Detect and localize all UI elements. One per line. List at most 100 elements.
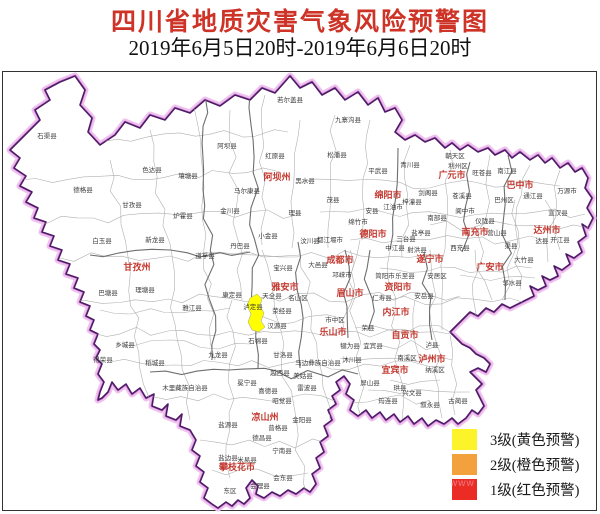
city-label: 雅安市 [270,281,298,292]
county-label: 理县 [289,209,303,217]
county-label: 宝兴县 [273,263,293,272]
county-label: 普格县 [268,423,288,432]
city-label: 遂宁市 [416,253,443,264]
county-label: 犍为县 [340,341,360,350]
county-label: 南溪区 [397,353,417,362]
county-label: 泸县 [426,340,440,349]
county-label: 名山区 [288,293,308,302]
county-label: 得荣县 [93,355,113,364]
warning-region-luding [246,293,266,333]
county-label: 盐源县 [218,420,238,429]
county-label: 石棉县 [248,336,268,345]
county-label: 会东县 [273,473,293,482]
county-label: 纳溪区 [425,365,445,374]
county-label: 大邑县 [308,260,328,269]
county-label: 渠县 [505,241,519,250]
map-legend: 3级(黄色预警) 2级(橙色预警) 1级(红色预警) [452,427,579,502]
county-label: 射洪县 [407,245,427,254]
county-label: 喜德县 [258,386,278,395]
county-label: 黑水县 [295,176,315,185]
county-label: 巴塘县 [98,288,118,297]
county-label: 筠连县 [378,396,398,405]
page-title: 四川省地质灾害气象风险预警图 [110,9,489,36]
county-label: 荣县 [362,323,376,332]
county-label: 开江县 [550,236,570,244]
county-label: 会理县 [250,481,270,490]
county-label: 九龙县 [208,350,228,359]
city-label: 自贡市 [391,329,418,340]
county-label: 松潘县 [327,150,347,159]
county-label: 道孚县 [195,251,215,260]
county-label: 万源市 [557,186,577,195]
county-label: 稻城县 [145,358,165,367]
legend-label-level1: 1级(红色预警) [490,483,580,499]
county-label: 古蔺县 [448,396,468,405]
county-label: 江油市 [383,202,403,211]
county-label: 绵竹市 [348,217,368,226]
county-label: 白玉县 [92,236,112,245]
city-label: 广安市 [476,261,503,272]
county-label: 通江县 [523,191,543,200]
county-label: 安岳县 [414,291,434,300]
legend-label-level2: 2级(橙色预警) [490,458,580,474]
county-label: 剑阁县 [418,188,438,197]
city-label: 达州市 [533,224,560,235]
county-label: 越西县 [270,368,290,377]
county-label: 荥经县 [272,306,292,315]
county-label: 冕宁县 [237,378,257,387]
county-label: 利州区 [448,161,468,170]
county-label: 红原县 [265,151,285,160]
city-label: 乐山市 [319,326,346,337]
county-label: 屏山县 [360,378,380,387]
county-label: 大竹县 [514,255,534,264]
county-label: 马边彝族自治县 [295,358,341,367]
county-label: 壤塘县 [178,171,198,180]
legend-swatch-red [452,479,477,500]
legend-label-level3: 3级(黄色预警) [490,433,580,449]
county-label: 宜宾县 [363,341,383,350]
county-label: 雷波县 [297,383,317,392]
county-label: 茂县 [327,195,341,204]
county-label: 雅江县 [182,304,202,312]
county-label: 米易县 [237,455,257,464]
city-label: 宜宾市 [381,364,408,375]
county-label: 石渠县 [37,131,57,140]
city-label: 资阳市 [384,281,411,292]
city-label: 广元市 [438,169,465,180]
county-label: 西充县 [450,243,470,252]
county-label: 巴州区 [494,196,514,204]
county-label: 宣汉县 [548,208,568,217]
county-label: 朝天区 [445,152,465,160]
county-label: 沐川县 [342,355,362,364]
county-label: 平武县 [368,166,388,175]
county-label: 市中区 [325,315,345,324]
county-label: 汉源县 [267,321,287,330]
province-border [9,75,594,509]
county-label: 青川县 [400,160,420,169]
county-label: 宁南县 [272,446,292,455]
county-label: 盐边县 [218,453,238,462]
county-label: 苍溪县 [452,191,472,200]
county-label: 色达县 [142,165,162,174]
county-label: 甘洛县 [273,350,293,359]
county-label: 安县 [366,206,380,215]
county-boundaries [17,91,591,499]
county-label: 简阳市 [375,271,395,280]
city-label: 甘孜州 [123,261,150,272]
city-label: 成都市 [326,254,353,265]
legend-row-level1: 1级(红色预警) [452,477,579,502]
city-label: 阿坝州 [263,171,290,182]
county-label: 兴文县 [402,388,422,397]
county-label: 南江县 [497,166,517,175]
county-label: 阆中市 [455,206,475,215]
county-label: 珙县 [394,384,408,392]
city-label: 眉山市 [336,287,363,298]
county-label: 仁寿县 [372,293,392,302]
county-label: 德昌县 [252,433,272,442]
county-label: 新龙县 [145,235,165,244]
city-label: 泸州市 [418,353,445,364]
county-label: 德格县 [73,185,93,194]
county-label: 东区 [224,486,238,495]
